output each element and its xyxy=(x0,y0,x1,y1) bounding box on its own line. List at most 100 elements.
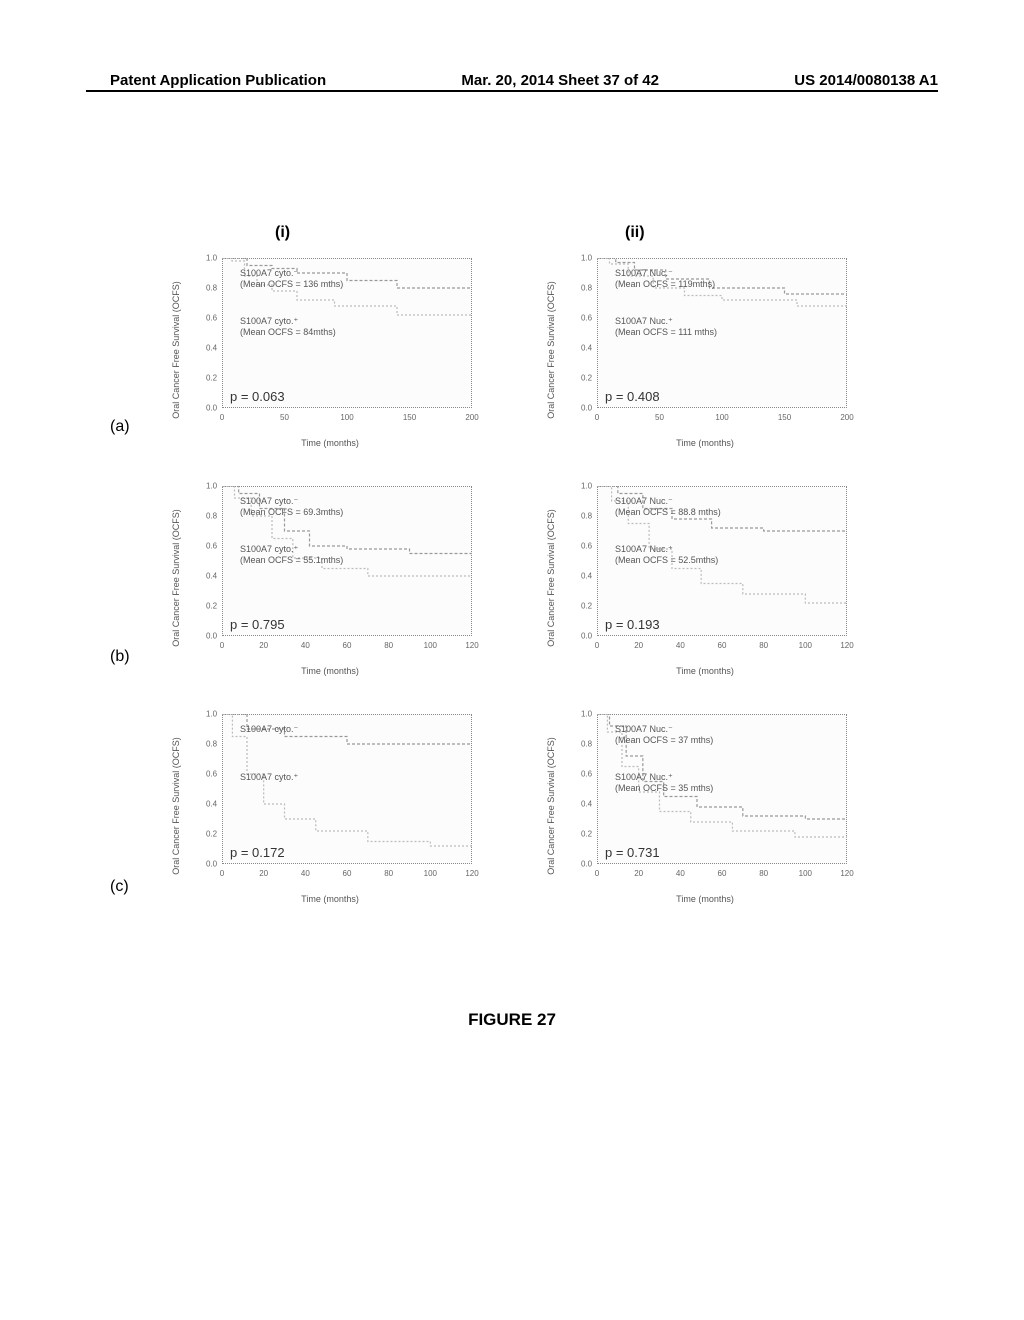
x-tick: 60 xyxy=(718,869,727,878)
y-tick: 0.8 xyxy=(206,284,217,293)
x-tick: 0 xyxy=(220,869,224,878)
y-tick: 0.0 xyxy=(581,860,592,869)
annotation-negative: S100A7 Nuc.⁻(Mean OCFS = 88.8 mths) xyxy=(615,496,721,519)
header-right: US 2014/0080138 A1 xyxy=(794,72,938,89)
x-tick: 100 xyxy=(424,641,437,650)
y-tick: 0.4 xyxy=(581,800,592,809)
x-tick: 0 xyxy=(595,413,599,422)
chart-grid: Oral Cancer Free Survival (OCFS) Time (mo… xyxy=(150,250,870,906)
col-label-i: (i) xyxy=(275,224,290,242)
annotation-negative: S100A7 Nuc.⁻(Mean OCFS = 119mths) xyxy=(615,268,715,291)
x-tick: 20 xyxy=(634,641,643,650)
y-tick: 0.2 xyxy=(581,374,592,383)
y-tick: 0.4 xyxy=(206,572,217,581)
x-axis-label: Time (months) xyxy=(301,666,359,676)
x-tick: 40 xyxy=(676,869,685,878)
x-tick: 150 xyxy=(778,413,791,422)
y-axis-label: Oral Cancer Free Survival (OCFS) xyxy=(171,737,181,875)
y-tick: 0.6 xyxy=(206,314,217,323)
x-tick: 200 xyxy=(465,413,478,422)
header-divider xyxy=(86,90,938,92)
x-tick: 200 xyxy=(840,413,853,422)
y-tick: 0.2 xyxy=(206,602,217,611)
x-tick: 100 xyxy=(799,641,812,650)
chart-a-ii: Oral Cancer Free Survival (OCFS)Time (mo… xyxy=(555,250,855,450)
x-tick: 40 xyxy=(301,869,310,878)
y-tick: 0.0 xyxy=(581,632,592,641)
y-tick: 0.8 xyxy=(581,740,592,749)
y-tick: 0.4 xyxy=(581,572,592,581)
header-center: Mar. 20, 2014 Sheet 37 of 42 xyxy=(461,72,659,89)
x-tick: 80 xyxy=(384,869,393,878)
y-tick: 0.4 xyxy=(206,800,217,809)
y-tick: 0.6 xyxy=(206,770,217,779)
annotation-positive: S100A7 Nuc.⁺(Mean OCFS = 35 mths) xyxy=(615,772,713,795)
chart-c-i: Oral Cancer Free Survival (OCFS)Time (mo… xyxy=(180,706,480,906)
x-axis-label: Time (months) xyxy=(676,894,734,904)
y-tick: 0.8 xyxy=(206,512,217,521)
x-tick: 120 xyxy=(465,869,478,878)
chart-a-i: Oral Cancer Free Survival (OCFS)Time (mo… xyxy=(180,250,480,450)
chart-c-ii: Oral Cancer Free Survival (OCFS)Time (mo… xyxy=(555,706,855,906)
y-tick: 0.6 xyxy=(581,314,592,323)
annotation-positive: S100A7 cyto.⁺ xyxy=(240,772,298,783)
y-axis-label: Oral Cancer Free Survival (OCFS) xyxy=(171,509,181,647)
x-tick: 0 xyxy=(595,641,599,650)
y-tick: 0.2 xyxy=(206,830,217,839)
x-tick: 0 xyxy=(220,413,224,422)
y-tick: 1.0 xyxy=(206,710,217,719)
y-tick: 1.0 xyxy=(581,254,592,263)
y-tick: 0.0 xyxy=(206,404,217,413)
x-tick: 100 xyxy=(424,869,437,878)
p-value: p = 0.063 xyxy=(230,389,285,404)
annotation-positive: S100A7 cyto.⁺(Mean OCFS = 55.1mths) xyxy=(240,544,343,567)
y-tick: 0.2 xyxy=(581,602,592,611)
row-label-b: (b) xyxy=(110,648,130,666)
x-tick: 80 xyxy=(384,641,393,650)
row-label-c: (c) xyxy=(110,878,129,896)
x-tick: 0 xyxy=(220,641,224,650)
x-tick: 150 xyxy=(403,413,416,422)
x-tick: 60 xyxy=(343,641,352,650)
x-tick: 50 xyxy=(280,413,289,422)
annotation-positive: S100A7 cyto.⁺(Mean OCFS = 84mths) xyxy=(240,316,336,339)
p-value: p = 0.172 xyxy=(230,845,285,860)
y-tick: 0.0 xyxy=(581,404,592,413)
annotation-negative: S100A7 cyto.⁻ xyxy=(240,724,298,735)
x-axis-label: Time (months) xyxy=(676,438,734,448)
annotation-negative: S100A7 cyto.⁻(Mean OCFS = 69.3mths) xyxy=(240,496,343,519)
x-tick: 0 xyxy=(595,869,599,878)
x-axis-label: Time (months) xyxy=(301,894,359,904)
x-tick: 20 xyxy=(259,869,268,878)
y-tick: 0.6 xyxy=(581,770,592,779)
y-tick: 0.0 xyxy=(206,632,217,641)
y-axis-label: Oral Cancer Free Survival (OCFS) xyxy=(546,737,556,875)
y-tick: 0.8 xyxy=(581,512,592,521)
x-tick: 80 xyxy=(759,641,768,650)
header-left: Patent Application Publication xyxy=(110,72,326,89)
x-tick: 60 xyxy=(718,641,727,650)
chart-b-ii: Oral Cancer Free Survival (OCFS)Time (mo… xyxy=(555,478,855,678)
y-tick: 0.2 xyxy=(206,374,217,383)
p-value: p = 0.193 xyxy=(605,617,660,632)
y-tick: 0.6 xyxy=(206,542,217,551)
y-tick: 1.0 xyxy=(206,482,217,491)
x-tick: 50 xyxy=(655,413,664,422)
figure-caption: FIGURE 27 xyxy=(0,1010,1024,1030)
annotation-negative: S100A7 cyto.⁻(Mean OCFS = 136 mths) xyxy=(240,268,343,291)
p-value: p = 0.795 xyxy=(230,617,285,632)
p-value: p = 0.731 xyxy=(605,845,660,860)
y-tick: 1.0 xyxy=(206,254,217,263)
x-tick: 120 xyxy=(840,641,853,650)
y-axis-label: Oral Cancer Free Survival (OCFS) xyxy=(546,281,556,419)
x-tick: 80 xyxy=(759,869,768,878)
y-tick: 0.8 xyxy=(581,284,592,293)
y-tick: 1.0 xyxy=(581,710,592,719)
annotation-negative: S100A7 Nuc.⁻(Mean OCFS = 37 mths) xyxy=(615,724,713,747)
y-tick: 0.4 xyxy=(581,344,592,353)
chart-b-i: Oral Cancer Free Survival (OCFS)Time (mo… xyxy=(180,478,480,678)
y-tick: 0.0 xyxy=(206,860,217,869)
x-tick: 120 xyxy=(465,641,478,650)
y-tick: 1.0 xyxy=(581,482,592,491)
x-axis-label: Time (months) xyxy=(301,438,359,448)
